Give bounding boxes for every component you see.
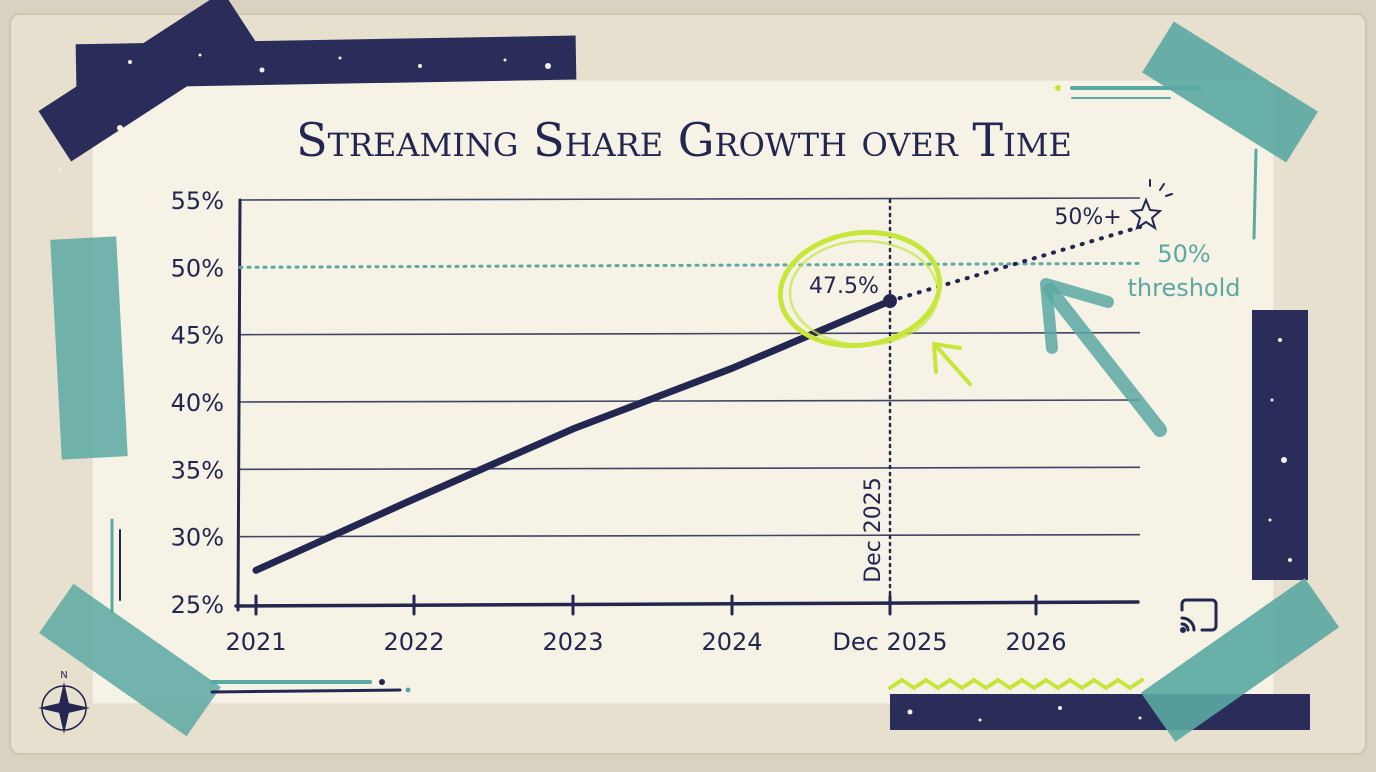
threshold-label-text: threshold xyxy=(1127,274,1240,302)
actual-series-line xyxy=(252,297,894,574)
tape-bottom-band xyxy=(890,694,1310,730)
projection-series-line xyxy=(888,224,1142,303)
highlight-arrow-shaft xyxy=(934,344,972,386)
y-tick-label: 25% xyxy=(171,591,224,619)
chart-title: Streaming Share Growth over Time xyxy=(296,113,1072,167)
threshold-line xyxy=(238,261,1140,269)
grid-lines xyxy=(239,197,1141,538)
y-tick-label: 50% xyxy=(171,254,224,282)
y-tick-label: 45% xyxy=(171,322,224,350)
current-value-label: 47.5% xyxy=(809,274,879,299)
y-tick-label: 35% xyxy=(171,456,224,484)
series-layer xyxy=(252,224,1142,574)
x-tick-label: 2024 xyxy=(701,628,762,656)
compass-rose-icon xyxy=(38,682,90,734)
tape-top-band xyxy=(75,35,577,89)
annotation-layer: 47.5% 50%+ xyxy=(777,179,1173,386)
tape-sparkles xyxy=(58,53,1292,722)
tape-top-right xyxy=(1142,21,1318,163)
tape-left xyxy=(50,236,128,460)
highlight-arrow-head xyxy=(932,342,962,374)
x-tick-label: Dec 2025 xyxy=(832,628,947,656)
x-axis-line xyxy=(234,600,1140,608)
projection-label: 50%+ xyxy=(1054,205,1121,230)
y-tick-labels: 25% 30% 35% 40% 45% 50% 55% xyxy=(171,187,224,619)
sparkle-rays xyxy=(1149,179,1173,197)
decor-strokes xyxy=(110,85,1258,694)
paper-sheet xyxy=(91,79,1275,705)
x-tick-label: 2021 xyxy=(225,628,286,656)
tape-bottom-left xyxy=(39,583,221,737)
highlight-circle-inner xyxy=(788,239,940,347)
threshold-layer: 50% threshold xyxy=(238,240,1241,437)
y-tick-label: 30% xyxy=(171,524,224,552)
threshold-arrow-shaft xyxy=(1043,283,1167,437)
tape-bottom-right xyxy=(1140,578,1340,742)
sparkle-star-icon xyxy=(1129,197,1163,231)
cast-icon xyxy=(1180,598,1218,633)
compass-north-letter: N xyxy=(60,670,67,681)
grid-line xyxy=(239,331,1141,336)
marker-vertical-label: Dec 2025 xyxy=(861,477,886,583)
grid-line xyxy=(239,399,1141,403)
threshold-label-value: 50% xyxy=(1157,240,1210,268)
x-tick-label: 2022 xyxy=(383,628,444,656)
grid-line xyxy=(239,466,1141,471)
y-tick-label: 55% xyxy=(171,187,224,215)
y-tick-label: 40% xyxy=(171,389,224,417)
grid-line xyxy=(239,533,1141,538)
marker-layer: Dec 2025 xyxy=(861,198,892,606)
x-tick-label: 2023 xyxy=(542,628,603,656)
x-tick-label: 2026 xyxy=(1005,628,1066,656)
threshold-arrow-head xyxy=(1040,278,1114,354)
y-axis-line xyxy=(236,198,242,612)
grid-line xyxy=(239,197,1141,201)
tape-right xyxy=(1252,310,1308,580)
x-tick-labels: 2021 2022 2023 2024 Dec 2025 2026 xyxy=(225,594,1067,656)
